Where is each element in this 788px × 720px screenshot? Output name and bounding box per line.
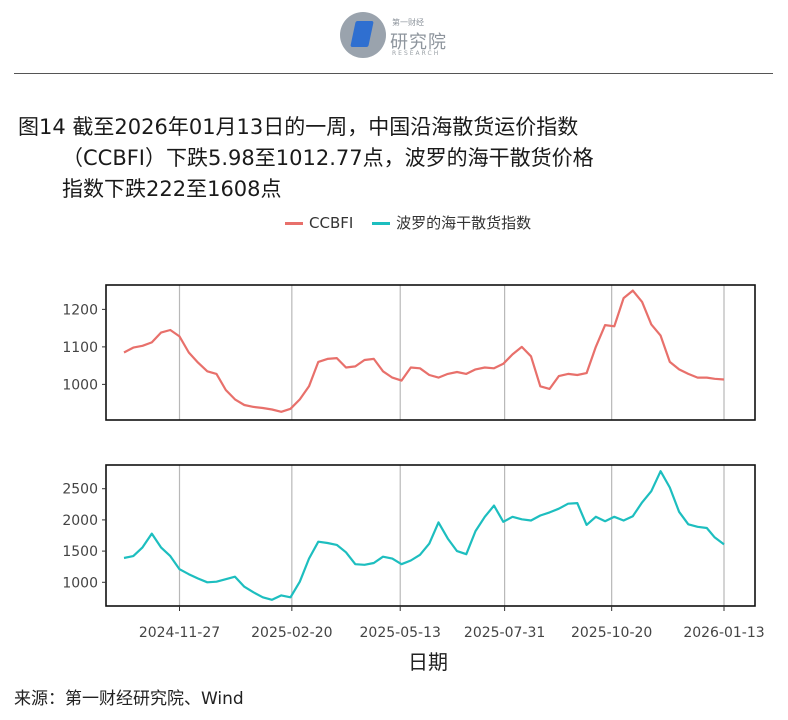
header-divider [14,73,773,74]
title-line-2: （CCBFI）下跌5.98至1012.77点，波罗的海干散货价格 [62,146,594,170]
legend-item-ccbfi: CCBFI [285,214,353,232]
figure-title: 图14 截至2026年01月13日的一周，中国沿海散货运价指数 （CCBFI）下… [18,112,778,205]
title-line-1: 图14 截至2026年01月13日的一周，中国沿海散货运价指数 [18,115,579,139]
legend-label-ccbfi: CCBFI [309,214,354,232]
x-tick-label-0: 2024-11-27 [139,625,220,641]
y-tick-label-2-0: 1000 [62,575,98,591]
x-tick-label-3: 2025-07-31 [464,625,545,641]
logo-en-text: RESEARCH [392,50,441,57]
panel-frame-1 [105,284,756,421]
legend: CCBFI 波罗的海干散货指数 [285,212,545,233]
logo-text: 研究院 [390,32,447,53]
y-tick-label-1-0: 1000 [62,377,98,393]
x-tick-label-1: 2025-02-20 [251,625,332,641]
panel-frame-2 [105,464,756,607]
y-tick-label-2-2: 2000 [62,513,98,529]
series-line-1 [123,289,725,413]
logo-small-text: 第一财经 [392,18,424,27]
x-tick-label-5: 2026-01-13 [683,625,764,641]
x-axis-label: 日期 [408,650,448,674]
legend-item-bdi: 波罗的海干散货指数 [372,212,531,233]
y-tick-label-2-1: 1500 [62,544,98,560]
y-tick-label-1-1: 1100 [62,340,98,356]
legend-label-bdi: 波罗的海干散货指数 [396,214,532,232]
legend-swatch-bdi [372,222,391,225]
title-line-3: 指数下跌222至1608点 [62,177,282,201]
y-tick-label-2-3: 2500 [62,482,98,498]
source-note: 来源：第一财经研究院、Wind [14,689,244,709]
y-tick-label-1-2: 1200 [62,302,98,318]
logo: 第一财经 研究院 RESEARCH [340,12,460,60]
series-line-2 [123,470,725,601]
legend-swatch-ccbfi [285,222,303,225]
x-tick-label-2: 2025-05-13 [360,625,441,641]
x-tick-label-4: 2025-10-20 [571,625,652,641]
logo-badge-icon [340,12,386,58]
